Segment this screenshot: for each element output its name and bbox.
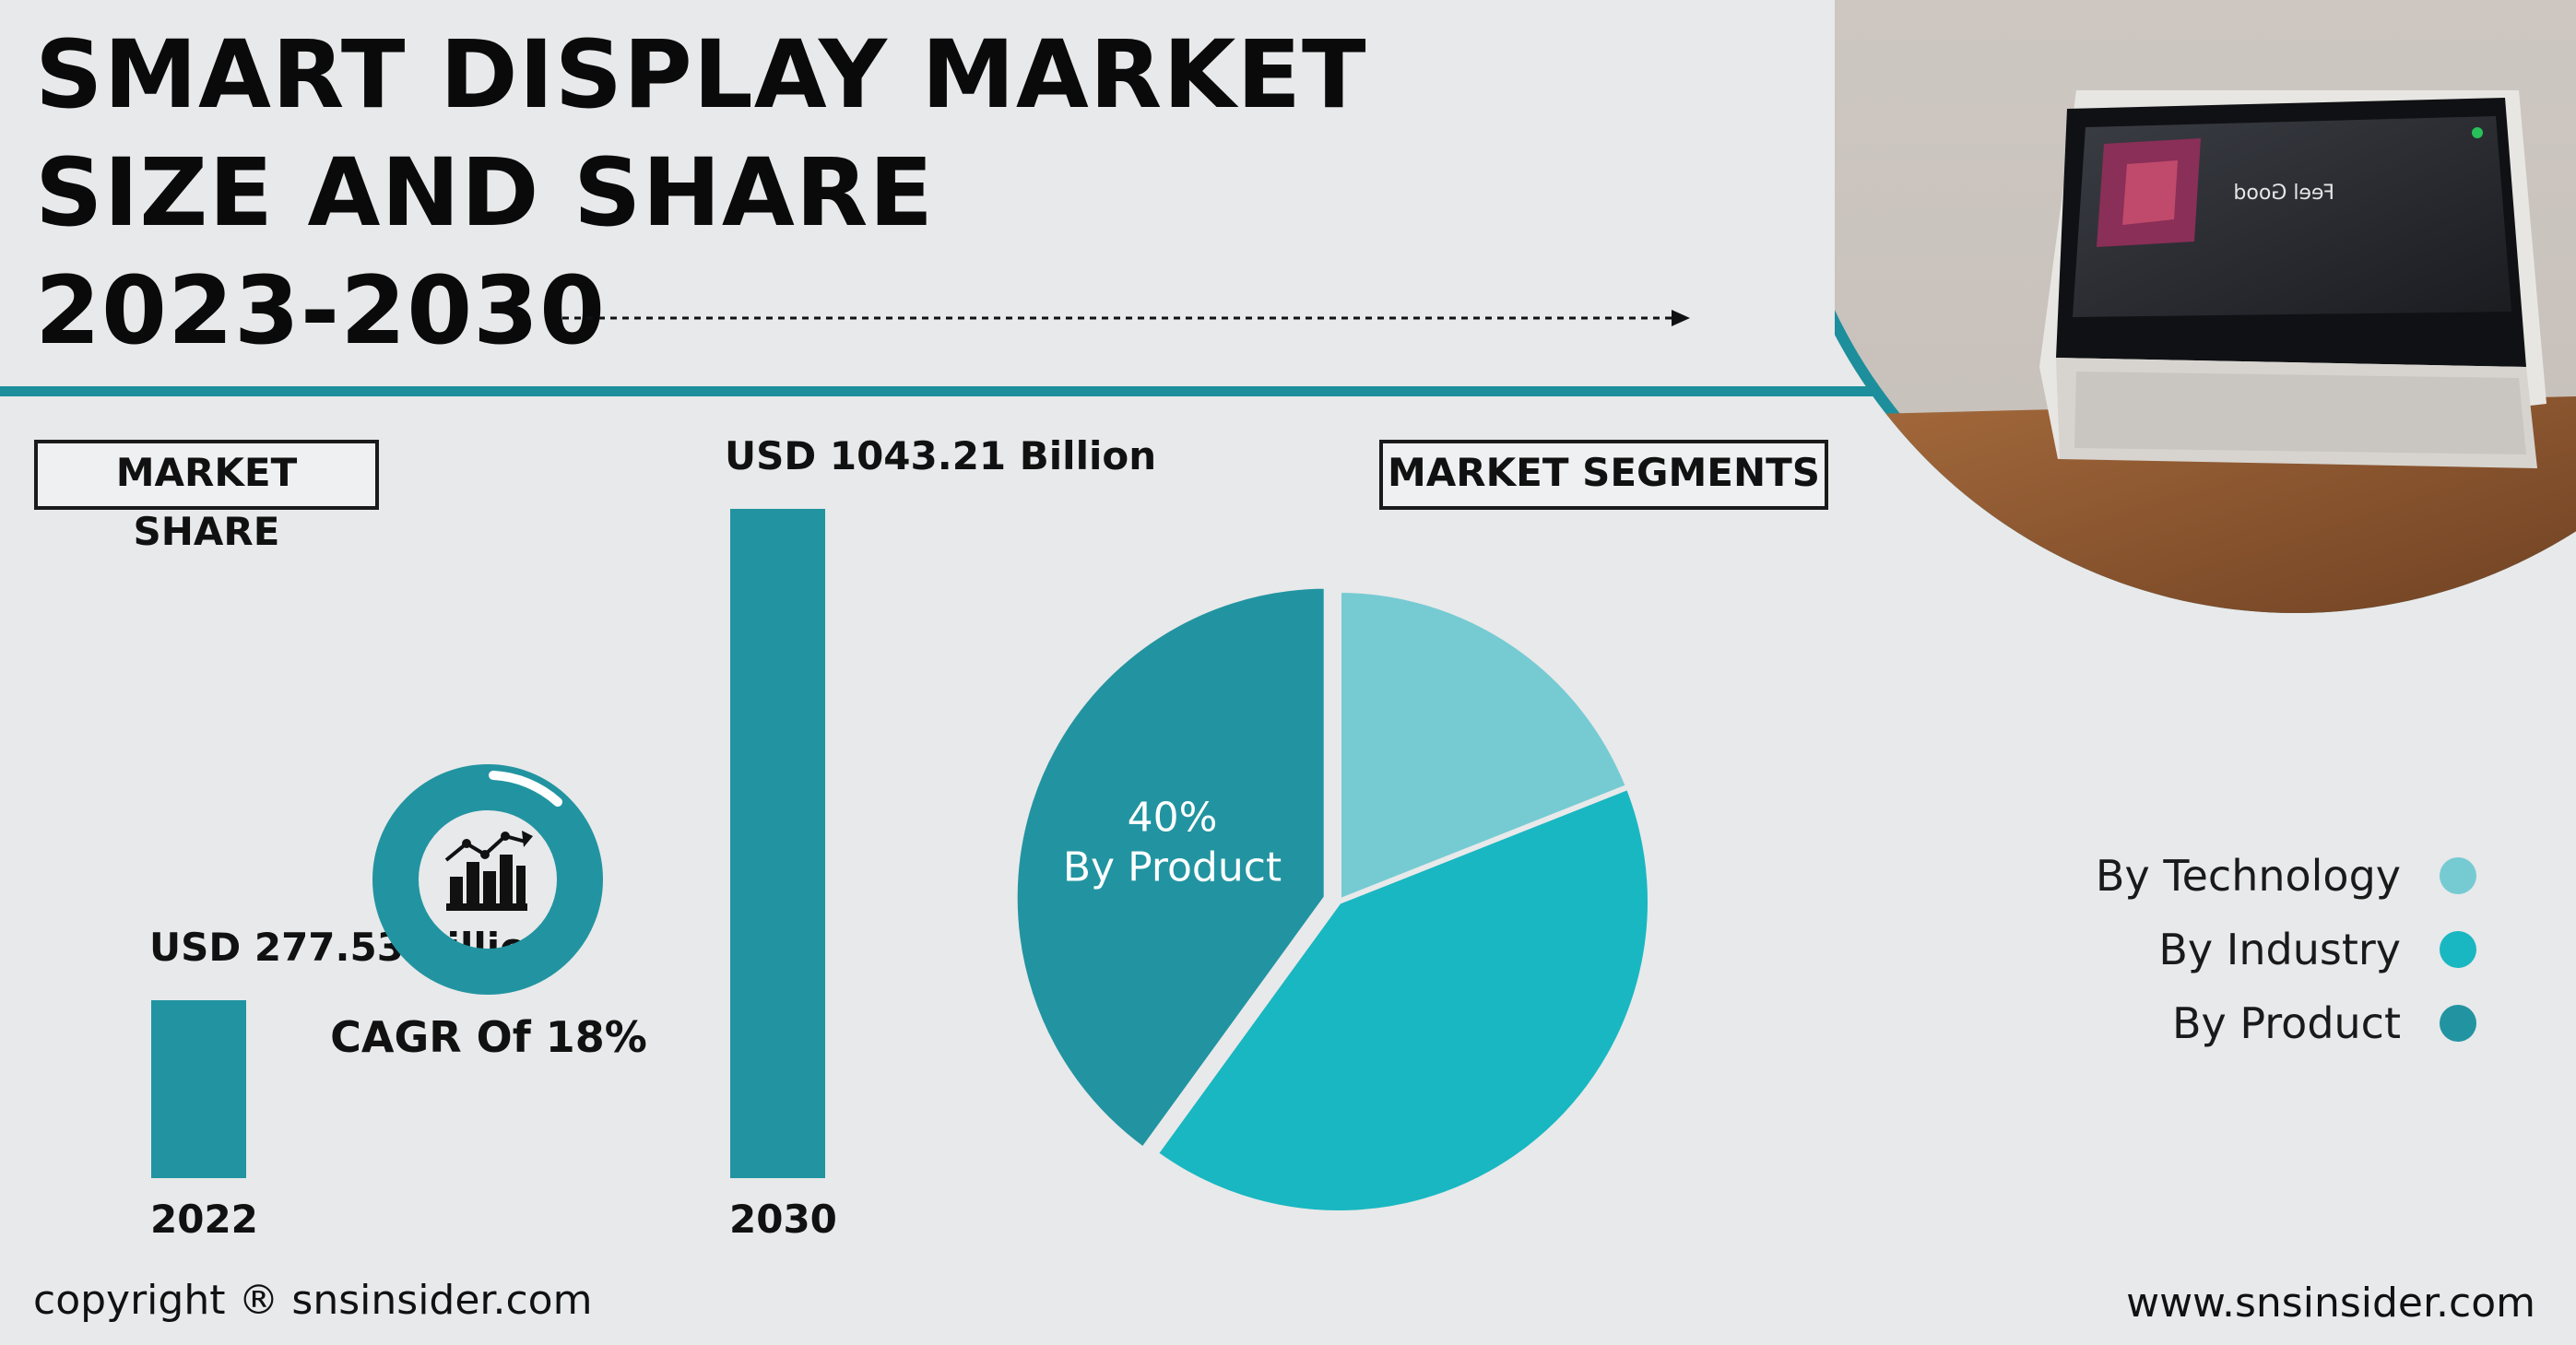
legend-item-industry: By Industry <box>2158 922 2476 977</box>
cagr-ring <box>372 764 603 995</box>
bar-2030 <box>730 509 825 1178</box>
svg-text:Feel Good: Feel Good <box>2233 182 2334 205</box>
bar-2022 <box>151 1000 246 1178</box>
x-tick-2022: 2022 <box>150 1197 258 1242</box>
header-divider <box>0 386 2010 396</box>
legend-dot-technology <box>2440 857 2476 894</box>
market-share-label: MARKET SHARE <box>34 440 379 554</box>
market-segments-label: MARKET SEGMENTS <box>1379 440 1828 510</box>
title-line-1: SMART DISPLAY MARKET <box>35 20 1367 130</box>
legend-item-product: By Product <box>2172 996 2476 1051</box>
bar-value-label-2030: USD 1043.21 Billion <box>725 433 1157 478</box>
pie-chart: 40%By Product <box>1011 583 1653 1216</box>
title-line-2: SIZE AND SHARE <box>35 138 935 248</box>
x-tick-2030: 2030 <box>729 1197 837 1242</box>
pie-slice-by-technology <box>1336 586 1633 906</box>
arrow-icon <box>562 310 1690 326</box>
legend-item-technology: By Technology <box>2096 848 2476 903</box>
legend-label-industry: By Industry <box>2158 925 2401 974</box>
chart-icon <box>444 831 533 911</box>
pie-data-label-percent: 40% <box>1128 794 1218 841</box>
website-link[interactable]: www.snsinsider.com <box>2126 1280 2535 1327</box>
copyright-text: copyright ® snsinsider.com <box>33 1277 593 1324</box>
legend-dot-industry <box>2440 931 2476 968</box>
legend-label-technology: By Technology <box>2095 851 2401 901</box>
title-line-3: 2023-2030 <box>35 256 607 366</box>
legend-label-product: By Product <box>2171 998 2401 1048</box>
legend-dot-product <box>2440 1005 2476 1042</box>
pie-data-label-category: By Product <box>1063 844 1282 891</box>
pie-slice-by-industry <box>1152 783 1653 1216</box>
pie-slice-by-product <box>1011 583 1329 1154</box>
smart-display-photo: Feel Good <box>1835 0 2576 613</box>
cagr-label: CAGR Of 18% <box>330 1012 647 1062</box>
page-title: SMART DISPLAY MARKET SIZE AND SHARE 2023… <box>35 17 1367 371</box>
